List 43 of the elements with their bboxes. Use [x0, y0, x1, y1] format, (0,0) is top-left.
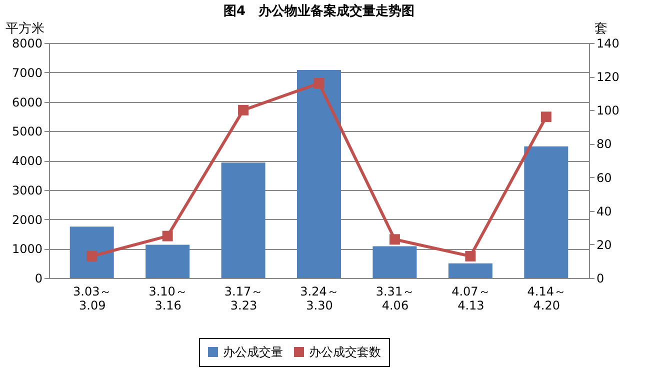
- y-tick-label: 5000: [12, 124, 42, 139]
- x-tick-label: 3.24～ 3.30: [300, 284, 339, 312]
- y2-tick-label: 60: [596, 170, 612, 185]
- x-tick-label: 3.17～ 3.23: [224, 284, 264, 312]
- x-tick-label: 3.03～ 3.09: [73, 284, 112, 312]
- bar: [448, 263, 492, 278]
- y-tick-label: 4000: [12, 154, 42, 168]
- point: [162, 230, 173, 242]
- bar: [146, 244, 190, 278]
- point: [238, 104, 249, 116]
- point: [86, 250, 98, 262]
- y2-tick-label: 20: [596, 238, 612, 252]
- point: [540, 112, 552, 122]
- y-tick-label: 2000: [12, 212, 42, 227]
- y2-tick-label: 40: [596, 204, 612, 218]
- x-tick-label: 4.07～ 4.13: [452, 284, 490, 312]
- legend-label: 办公成交套数: [309, 345, 381, 359]
- bar: [297, 70, 341, 278]
- x-tick-label: 3.31～ 4.06: [376, 284, 415, 312]
- bar: [221, 162, 266, 278]
- y2-axis-title: 套: [594, 22, 608, 36]
- y-tick-label: 7000: [12, 66, 42, 80]
- chart-title: 图4 办公物业备案成交量走势图: [223, 3, 415, 19]
- legend-label: 办公成交量: [223, 345, 283, 359]
- point: [389, 234, 400, 245]
- y-tick-label: 3000: [12, 183, 42, 198]
- y2-tick-label: 120: [596, 70, 620, 84]
- point: [314, 78, 324, 89]
- y-tick-label: 8000: [12, 36, 42, 50]
- y2-tick-label: 140: [596, 36, 620, 50]
- y-tick-label: 1000: [12, 242, 42, 256]
- point: [465, 250, 476, 262]
- y-axis-title: 平方米: [6, 20, 44, 36]
- x-tick-label: 3.10～ 3.16: [148, 284, 188, 312]
- bar: [372, 246, 417, 278]
- bar: [524, 146, 568, 278]
- y2-tick-label: 100: [596, 104, 620, 118]
- y-tick-label: 6000: [12, 95, 42, 110]
- y-tick-label: 0: [34, 272, 42, 286]
- x-tick-label: 4.14～ 4.20: [527, 284, 566, 312]
- y2-tick-label: 0: [596, 272, 604, 286]
- y2-tick-label: 80: [596, 137, 612, 152]
- bar: [70, 226, 114, 278]
